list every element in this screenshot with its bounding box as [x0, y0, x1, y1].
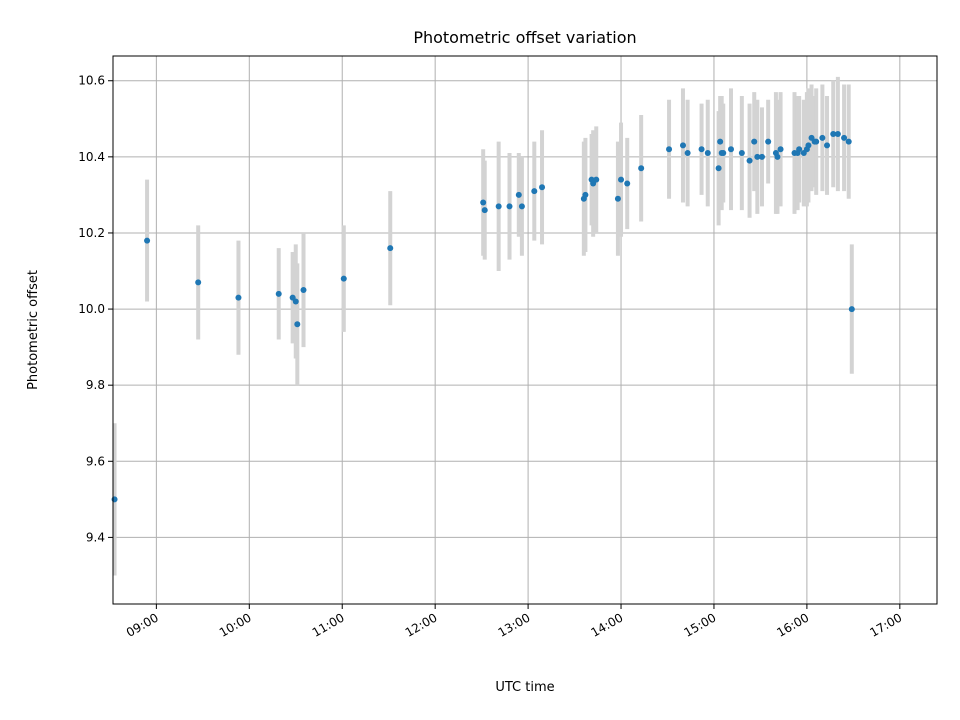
- data-point: [848, 306, 855, 313]
- data-point: [738, 150, 745, 157]
- data-point: [704, 150, 711, 157]
- data-point: [774, 153, 781, 160]
- data-point: [746, 157, 753, 164]
- x-axis-label: UTC time: [495, 680, 554, 695]
- data-point: [841, 134, 848, 141]
- data-point: [824, 142, 831, 149]
- plot-frame: [112, 55, 938, 605]
- data-point: [340, 275, 347, 282]
- data-point: [717, 138, 724, 145]
- data-point: [796, 146, 803, 153]
- data-point: [144, 237, 151, 244]
- data-point: [698, 146, 705, 153]
- data-point: [777, 146, 784, 153]
- chart-title: Photometric offset variation: [413, 28, 636, 47]
- data-point: [593, 176, 600, 183]
- data-point: [292, 298, 299, 305]
- data-point: [728, 146, 734, 153]
- data-point: [111, 496, 118, 503]
- data-point: [480, 199, 487, 206]
- data-point: [720, 150, 727, 157]
- y-tick-label: 10.0: [78, 302, 105, 316]
- data-point: [506, 203, 513, 210]
- data-point: [618, 176, 625, 183]
- y-tick-label: 10.2: [78, 226, 105, 240]
- y-axis-ticks: 9.4 9.6 9.8 10.0 10.2 10.4 10.6: [78, 74, 113, 544]
- data-point: [515, 191, 522, 198]
- data-point: [582, 191, 589, 198]
- y-tick-label: 10.6: [78, 74, 105, 88]
- data-point: [715, 165, 722, 172]
- data-point: [765, 138, 772, 145]
- data-point: [624, 180, 631, 187]
- data-point: [813, 138, 820, 145]
- data-point: [666, 146, 673, 153]
- data-point: [638, 165, 645, 172]
- data-point: [495, 203, 502, 210]
- data-point: [518, 203, 525, 210]
- data-point: [830, 131, 837, 138]
- data-point: [294, 321, 301, 328]
- data-point: [819, 134, 826, 141]
- data-point: [614, 195, 621, 202]
- y-tick-label: 10.4: [78, 150, 105, 164]
- data-point: [758, 153, 765, 160]
- data-point: [679, 142, 686, 149]
- data-point: [754, 153, 761, 160]
- data-point: [531, 188, 538, 195]
- data-point: [481, 207, 488, 214]
- y-tick-label: 9.4: [86, 530, 105, 544]
- data-point: [751, 138, 758, 145]
- data-point: [275, 290, 282, 297]
- data-point: [235, 294, 242, 301]
- data-point: [845, 138, 852, 145]
- data-point: [195, 279, 202, 286]
- y-tick-label: 9.8: [86, 378, 105, 392]
- data-point: [387, 245, 394, 252]
- data-point: [834, 131, 841, 138]
- data-point: [539, 184, 546, 191]
- data-points: [111, 131, 855, 503]
- data-point: [684, 150, 691, 157]
- y-axis-label: Photometric offset: [26, 270, 41, 390]
- y-tick-label: 9.6: [86, 454, 105, 468]
- data-point: [300, 287, 307, 294]
- data-point: [805, 142, 812, 149]
